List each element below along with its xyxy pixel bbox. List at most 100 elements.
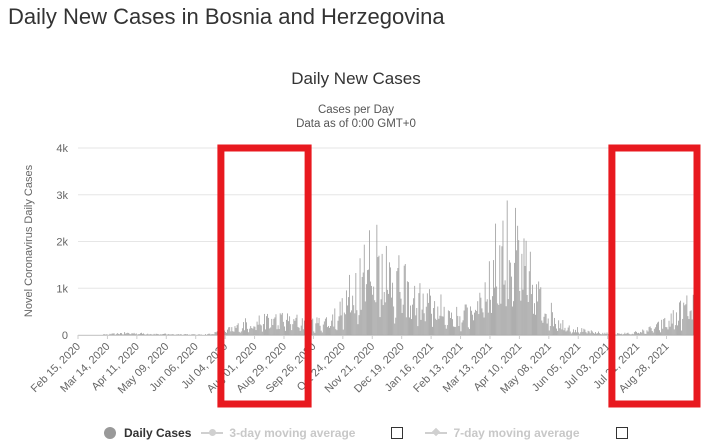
daily-cases-bar[interactable] [572, 329, 574, 335]
daily-cases-bar[interactable] [463, 310, 465, 335]
daily-cases-bar[interactable] [496, 286, 498, 335]
daily-cases-bar[interactable] [450, 318, 451, 335]
daily-cases-bar[interactable] [470, 306, 471, 335]
daily-cases-bar[interactable] [464, 304, 466, 335]
daily-cases-bar[interactable] [631, 333, 633, 335]
daily-cases-bar[interactable] [424, 321, 426, 335]
daily-cases-bar[interactable] [243, 322, 244, 335]
daily-cases-bar[interactable] [261, 331, 263, 335]
daily-cases-bar[interactable] [163, 333, 164, 335]
daily-cases-bar[interactable] [515, 207, 516, 335]
daily-cases-bar[interactable] [474, 312, 475, 335]
daily-cases-bar[interactable] [547, 318, 549, 336]
daily-cases-bar[interactable] [229, 327, 231, 335]
daily-cases-bar[interactable] [343, 312, 345, 335]
daily-cases-bar[interactable] [135, 333, 137, 335]
daily-cases-bar[interactable] [255, 330, 257, 335]
daily-cases-bar[interactable] [622, 334, 624, 336]
daily-cases-bar[interactable] [323, 321, 325, 335]
daily-cases-bar[interactable] [468, 328, 470, 335]
daily-cases-bar[interactable] [560, 323, 562, 335]
daily-cases-bar[interactable] [236, 325, 238, 335]
daily-cases-bar[interactable] [624, 332, 626, 335]
daily-cases-bar[interactable] [228, 327, 230, 335]
daily-cases-bar[interactable] [564, 327, 566, 335]
daily-cases-bar[interactable] [522, 289, 524, 335]
daily-cases-bar[interactable] [275, 314, 277, 335]
daily-cases-bar[interactable] [494, 287, 495, 335]
daily-cases-bar[interactable] [278, 329, 280, 335]
daily-cases-bar[interactable] [520, 300, 522, 335]
daily-cases-bar[interactable] [444, 324, 446, 335]
daily-cases-bar[interactable] [265, 329, 266, 335]
daily-cases-bar[interactable] [499, 245, 501, 335]
daily-cases-bar[interactable] [687, 316, 689, 335]
daily-cases-bar[interactable] [137, 334, 139, 335]
daily-cases-bar[interactable] [383, 292, 385, 335]
daily-cases-bar[interactable] [644, 333, 646, 335]
daily-cases-bar[interactable] [536, 284, 537, 335]
daily-cases-bar[interactable] [215, 332, 217, 335]
daily-cases-bar[interactable] [234, 326, 236, 335]
daily-cases-bar[interactable] [645, 333, 647, 335]
daily-cases-bar[interactable] [578, 332, 580, 335]
daily-cases-bar[interactable] [406, 281, 408, 335]
daily-cases-bar[interactable] [113, 333, 115, 335]
daily-cases-bar[interactable] [106, 334, 108, 335]
daily-cases-bar[interactable] [314, 332, 316, 335]
daily-cases-bar[interactable] [621, 333, 623, 335]
daily-cases-bar[interactable] [568, 325, 570, 335]
daily-cases-bar[interactable] [129, 334, 131, 335]
daily-cases-bar[interactable] [628, 333, 630, 335]
daily-cases-bar[interactable] [356, 310, 358, 335]
daily-cases-bar[interactable] [271, 318, 273, 335]
daily-cases-bar[interactable] [500, 303, 502, 335]
daily-cases-bar[interactable] [186, 334, 188, 335]
daily-cases-bar[interactable] [690, 310, 692, 335]
daily-cases-bar[interactable] [289, 316, 291, 335]
daily-cases-bar[interactable] [216, 331, 218, 335]
daily-cases-bar[interactable] [502, 220, 504, 335]
daily-cases-bar[interactable] [566, 330, 568, 335]
daily-cases-bar[interactable] [492, 296, 493, 335]
daily-cases-bar[interactable] [595, 332, 596, 335]
daily-cases-bar[interactable] [211, 334, 213, 335]
daily-cases-bar[interactable] [640, 331, 642, 335]
daily-cases-bar[interactable] [457, 315, 459, 335]
daily-cases-bar[interactable] [586, 333, 588, 335]
daily-cases-bar[interactable] [677, 325, 678, 335]
daily-cases-bar[interactable] [669, 326, 671, 335]
daily-cases-bar[interactable] [144, 334, 145, 335]
daily-cases-bar[interactable] [458, 325, 460, 335]
daily-cases-bar[interactable] [277, 325, 279, 335]
daily-cases-bar[interactable] [363, 244, 365, 335]
daily-cases-bar[interactable] [326, 317, 327, 335]
daily-cases-bar[interactable] [301, 318, 303, 335]
daily-cases-bar[interactable] [355, 273, 357, 335]
daily-cases-bar[interactable] [128, 332, 130, 335]
daily-cases-bar[interactable] [427, 302, 429, 335]
daily-cases-bar[interactable] [312, 318, 314, 335]
daily-cases-bar[interactable] [678, 320, 679, 335]
daily-cases-bar[interactable] [550, 302, 552, 335]
daily-cases-bar[interactable] [297, 326, 299, 335]
daily-cases-bar[interactable] [320, 330, 322, 335]
daily-cases-bar[interactable] [545, 313, 547, 335]
daily-cases-bar[interactable] [479, 292, 481, 335]
daily-cases-bar[interactable] [354, 313, 356, 335]
daily-cases-bar[interactable] [398, 255, 400, 335]
daily-cases-bar[interactable] [544, 313, 546, 335]
daily-cases-bar[interactable] [497, 303, 499, 335]
daily-cases-bar[interactable] [648, 327, 650, 335]
daily-cases-bar[interactable] [317, 323, 319, 335]
daily-cases-bar[interactable] [155, 333, 157, 335]
daily-cases-bar[interactable] [478, 314, 480, 335]
daily-cases-bar[interactable] [685, 304, 687, 335]
daily-cases-bar[interactable] [417, 326, 419, 335]
daily-cases-bar[interactable] [548, 330, 550, 335]
daily-cases-bar[interactable] [684, 305, 686, 335]
daily-cases-bar[interactable] [104, 334, 106, 335]
daily-cases-bar[interactable] [456, 306, 458, 335]
daily-cases-bar[interactable] [382, 305, 384, 335]
daily-cases-bar[interactable] [546, 323, 548, 335]
